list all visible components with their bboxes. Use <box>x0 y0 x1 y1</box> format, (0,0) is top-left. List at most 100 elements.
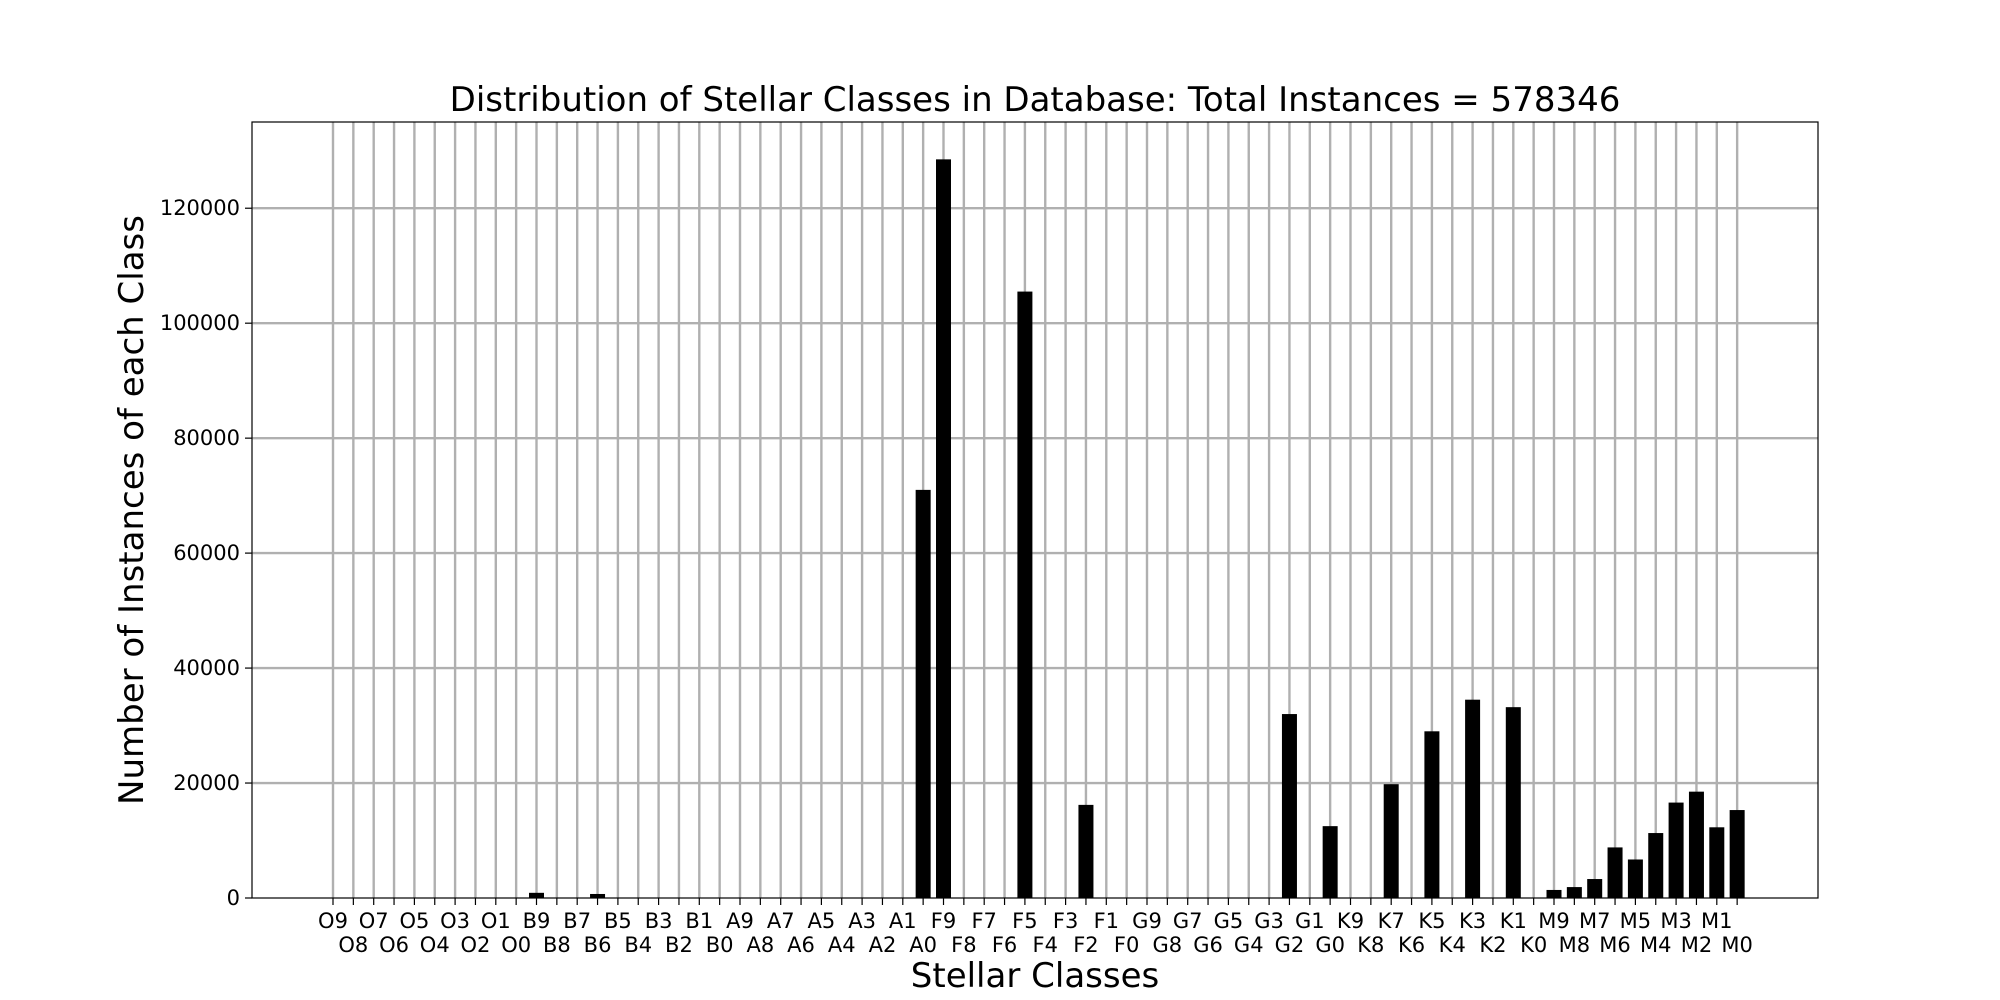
x-tick-label: F6 <box>992 933 1017 957</box>
x-tick-label: O3 <box>440 909 470 933</box>
bar-b9 <box>529 892 544 898</box>
x-tick-label: G6 <box>1193 933 1223 957</box>
bar-a0 <box>915 489 931 898</box>
y-tick-label: 80000 <box>173 426 240 450</box>
x-tick-label: O8 <box>338 933 368 957</box>
x-tick-label: G1 <box>1295 909 1325 933</box>
x-tick-label: M7 <box>1579 909 1610 933</box>
chart-title: Distribution of Stellar Classes in Datab… <box>450 80 1621 120</box>
x-tick-label: M1 <box>1701 909 1732 933</box>
x-tick-label: G4 <box>1234 933 1264 957</box>
y-axis-label: Number of Instances of each Class <box>112 215 152 805</box>
y-tick-label: 120000 <box>160 196 240 220</box>
x-tick-label: A8 <box>746 933 774 957</box>
bar-k7 <box>1383 784 1399 898</box>
bar-m2 <box>1688 791 1704 898</box>
x-tick-label: O2 <box>461 933 491 957</box>
plot-frame <box>251 121 1819 899</box>
x-tick-label: K3 <box>1459 909 1486 933</box>
x-tick-label: M4 <box>1640 933 1671 957</box>
x-tick-label: G7 <box>1173 909 1203 933</box>
x-tick-label: M5 <box>1620 909 1651 933</box>
x-tick-label: G9 <box>1132 909 1162 933</box>
x-tick-label: F3 <box>1053 909 1078 933</box>
x-tick-label: K6 <box>1398 933 1425 957</box>
bar-f5 <box>1017 291 1033 898</box>
x-tick-label: B8 <box>543 933 571 957</box>
x-tick-label: O5 <box>399 909 429 933</box>
bar-m0 <box>1729 810 1745 898</box>
bar-b6 <box>590 893 606 898</box>
x-tick-label: B2 <box>665 933 693 957</box>
y-tick-label: 40000 <box>173 656 240 680</box>
x-tick-label: F4 <box>1033 933 1058 957</box>
x-axis-label: Stellar Classes <box>911 956 1159 996</box>
x-tick-label: A1 <box>889 909 917 933</box>
x-tick-label: B7 <box>563 909 591 933</box>
x-axis-ticks: O9O8O7O6O5O4O3O2O1O0B9B8B7B6B5B4B3B2B1B0… <box>318 898 1753 957</box>
x-tick-label: A7 <box>767 909 795 933</box>
bar-k3 <box>1465 699 1481 898</box>
x-tick-label: B6 <box>584 933 612 957</box>
bar-g0 <box>1322 826 1338 898</box>
bar-k5 <box>1424 731 1440 898</box>
x-tick-label: G3 <box>1254 909 1284 933</box>
x-tick-label: F0 <box>1114 933 1139 957</box>
x-tick-label: A3 <box>848 909 876 933</box>
x-tick-label: M2 <box>1681 933 1712 957</box>
bar-m1 <box>1709 827 1725 898</box>
bar-m3 <box>1668 802 1684 898</box>
x-tick-label: A4 <box>828 933 856 957</box>
x-tick-label: B9 <box>523 909 551 933</box>
x-tick-label: F9 <box>931 909 956 933</box>
x-tick-label: O4 <box>420 933 450 957</box>
bar-m7 <box>1587 879 1603 898</box>
bar-g2 <box>1281 714 1297 898</box>
x-tick-label: G2 <box>1275 933 1305 957</box>
x-tick-label: O9 <box>318 909 348 933</box>
x-tick-label: K9 <box>1337 909 1364 933</box>
bar-f2 <box>1078 804 1094 898</box>
x-tick-label: K0 <box>1520 933 1547 957</box>
bar-m9 <box>1546 889 1562 898</box>
x-tick-label: O0 <box>501 933 531 957</box>
x-tick-label: F1 <box>1094 909 1119 933</box>
y-tick-label: 20000 <box>173 771 240 795</box>
x-tick-label: A6 <box>787 933 815 957</box>
bar-m8 <box>1566 887 1582 898</box>
x-tick-label: M6 <box>1599 933 1630 957</box>
bar-m6 <box>1607 847 1623 898</box>
x-tick-label: F7 <box>971 909 996 933</box>
bar-f9 <box>936 159 951 898</box>
x-tick-label: B3 <box>645 909 673 933</box>
x-tick-label: A5 <box>808 909 836 933</box>
x-tick-label: G8 <box>1153 933 1183 957</box>
x-tick-label: K5 <box>1418 909 1445 933</box>
x-tick-label: O6 <box>379 933 409 957</box>
x-tick-label: A9 <box>726 909 754 933</box>
x-tick-label: B0 <box>706 933 734 957</box>
x-tick-label: K2 <box>1479 933 1506 957</box>
y-tick-label: 60000 <box>173 541 240 565</box>
x-tick-label: K8 <box>1357 933 1384 957</box>
x-tick-label: M8 <box>1559 933 1590 957</box>
bar-m4 <box>1648 833 1664 898</box>
x-tick-label: F2 <box>1073 933 1098 957</box>
x-tick-label: O1 <box>481 909 511 933</box>
grid-lines <box>252 122 1818 898</box>
bar-m5 <box>1627 859 1643 898</box>
x-tick-label: M3 <box>1660 909 1691 933</box>
x-tick-label: O7 <box>359 909 389 933</box>
x-tick-label: B1 <box>685 909 713 933</box>
x-tick-label: K7 <box>1378 909 1405 933</box>
y-tick-label: 100000 <box>160 311 240 335</box>
x-tick-label: A0 <box>909 933 937 957</box>
x-tick-label: B4 <box>624 933 652 957</box>
x-tick-label: M0 <box>1721 933 1752 957</box>
x-tick-label: G5 <box>1214 909 1244 933</box>
y-axis-ticks: 0 20000 40000 60000 80000 100000 120000 <box>160 196 252 910</box>
bar-k1 <box>1505 707 1521 898</box>
y-tick-label: 0 <box>227 886 240 910</box>
x-tick-label: F5 <box>1012 909 1037 933</box>
